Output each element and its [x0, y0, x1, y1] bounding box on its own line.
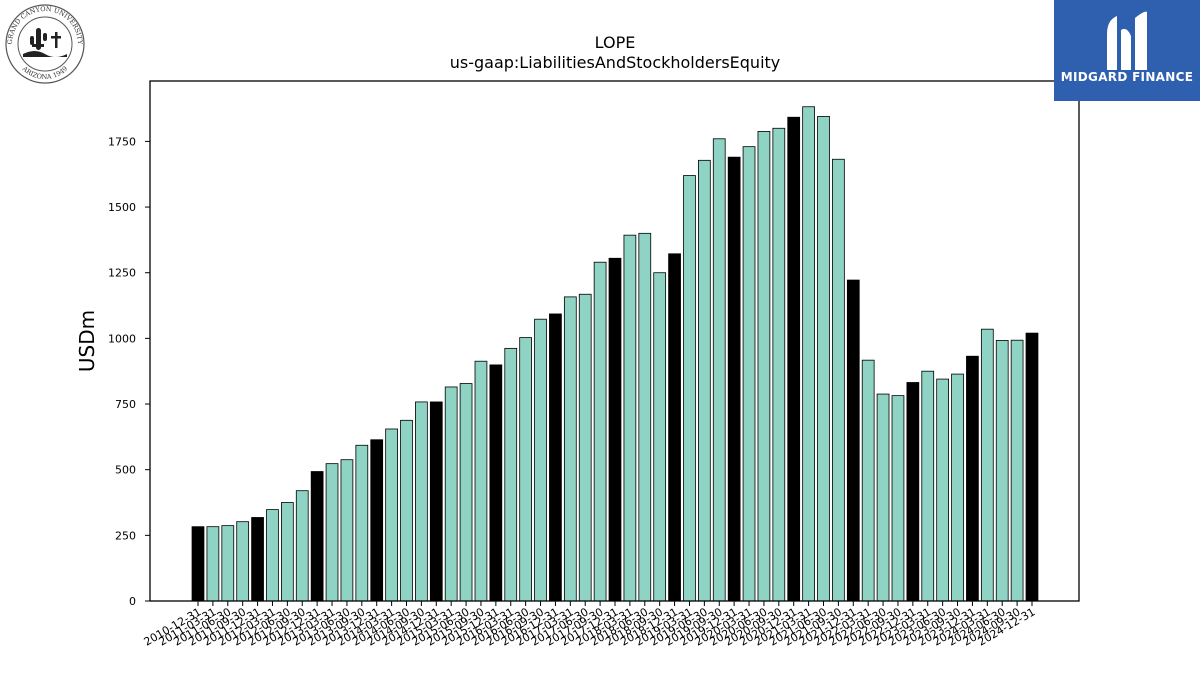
bar-2016-12-31 — [549, 313, 562, 602]
bar-2023-12-31 — [966, 355, 979, 602]
bar-2018-09-30 — [653, 272, 667, 602]
bar-2024-06-30 — [995, 340, 1009, 602]
bar-2021-12-31 — [846, 279, 860, 602]
bar-2016-03-31 — [504, 347, 518, 602]
midgard-finance-logo: MIDGARD FINANCE — [1054, 0, 1200, 101]
bar-2013-06-30 — [340, 459, 354, 602]
bar-2019-06-30 — [698, 159, 711, 602]
bar-2015-03-31 — [444, 386, 458, 602]
y-tick-label: 0 — [129, 595, 136, 608]
bar-2017-12-31 — [608, 257, 622, 602]
bars — [191, 106, 1039, 602]
bar-2014-09-30 — [415, 401, 428, 602]
bar-2019-09-30 — [712, 138, 726, 602]
y-tick-label: 1750 — [108, 135, 136, 148]
y-axis-ticks: 0 250 500 750 1000 1250 1500 1750 — [108, 135, 150, 608]
bar-2024-03-31 — [980, 328, 994, 602]
bar-2020-09-30 — [772, 127, 786, 602]
y-tick-label: 500 — [115, 464, 136, 477]
bar-2014-03-31 — [385, 428, 398, 602]
brand-name: MIDGARD FINANCE — [1061, 70, 1193, 84]
plot-frame — [149, 80, 1080, 602]
bar-2018-03-31 — [623, 234, 637, 602]
bar-2016-09-30 — [534, 318, 547, 602]
bar-2015-06-30 — [459, 383, 473, 602]
bar-2013-12-31 — [370, 439, 384, 602]
bar-2018-06-30 — [638, 232, 652, 602]
bar-2019-12-31 — [727, 156, 741, 602]
university-seal-logo: GRAND CANYON UNIVERSITY ARIZONA 1949 — [5, 4, 85, 84]
bar-2011-06-30 — [221, 525, 235, 602]
midgard-mark-icon — [1107, 11, 1147, 71]
y-axis-label: USDm — [75, 310, 99, 372]
bar-2022-06-30 — [876, 393, 890, 602]
y-tick-label: 750 — [115, 398, 136, 411]
bar-2015-09-30 — [474, 360, 488, 602]
bar-2016-06-30 — [519, 337, 533, 602]
bar-2015-12-31 — [489, 364, 503, 602]
bar-2013-03-31 — [325, 463, 339, 602]
bar-2021-06-30 — [817, 116, 830, 602]
bar-2014-06-30 — [400, 419, 413, 602]
bar-2019-03-31 — [683, 175, 696, 602]
bar-2017-03-31 — [563, 296, 577, 602]
bar-2020-12-31 — [787, 116, 801, 602]
bar-2024-12-31 — [1025, 332, 1039, 602]
bar-2011-03-31 — [206, 526, 220, 602]
bar-2023-03-31 — [921, 370, 935, 602]
bar-2018-12-31 — [668, 253, 681, 602]
y-tick-label: 1250 — [108, 267, 136, 280]
bar-2022-09-30 — [891, 395, 905, 602]
bar-2022-03-31 — [861, 359, 875, 602]
bar-2021-03-31 — [802, 106, 815, 602]
bar-2023-06-30 — [936, 378, 950, 602]
bar-2022-12-31 — [906, 382, 920, 602]
bar-2011-12-31 — [251, 517, 264, 602]
bar-2023-09-30 — [951, 373, 964, 602]
x-axis-ticks: 2010-12-312011-03-312011-06-302011-09-30… — [142, 601, 1038, 649]
bar-2012-09-30 — [295, 490, 309, 602]
chart-subtitle: us-gaap:LiabilitiesAndStockholdersEquity — [450, 53, 781, 72]
y-tick-label: 1000 — [108, 332, 136, 345]
bar-2010-12-31 — [191, 526, 205, 602]
bar-2012-06-30 — [280, 502, 294, 602]
bar-2020-03-31 — [742, 146, 756, 602]
bar-2021-09-30 — [832, 158, 845, 602]
bar-2013-09-30 — [355, 444, 369, 602]
bar-2012-03-31 — [266, 509, 279, 602]
bar-2011-09-30 — [236, 521, 250, 602]
bar-2012-12-31 — [310, 471, 324, 602]
bar-2017-09-30 — [593, 261, 607, 602]
y-tick-label: 1500 — [108, 201, 136, 214]
bar-2014-12-31 — [429, 401, 443, 602]
chart-title: LOPE — [595, 33, 636, 52]
bar-2024-09-30 — [1010, 339, 1024, 602]
bar-2020-06-30 — [757, 131, 771, 602]
y-tick-label: 250 — [115, 529, 136, 542]
bar-2017-06-30 — [578, 293, 592, 602]
